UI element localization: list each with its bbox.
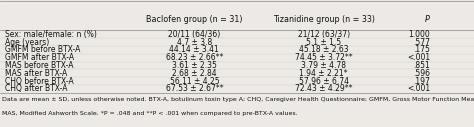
Text: 67.53 ± 2.67**: 67.53 ± 2.67** — [165, 84, 223, 93]
Text: CHQ before BTX-A: CHQ before BTX-A — [5, 77, 73, 86]
Text: Age (years): Age (years) — [5, 38, 49, 47]
Text: 44.14 ± 3.41: 44.14 ± 3.41 — [170, 45, 219, 54]
Text: P: P — [425, 15, 430, 24]
Text: Data are mean ± SD, unless otherwise noted. BTX-A, botulinum toxin type A; CHQ, : Data are mean ± SD, unless otherwise not… — [2, 97, 474, 101]
Text: 3.61 ± 2.35: 3.61 ± 2.35 — [172, 61, 217, 70]
Text: .851: .851 — [413, 61, 430, 70]
Text: MAS, Modified Ashworth Scale. *P = .048 and **P < .001 when compared to pre-BTX-: MAS, Modified Ashworth Scale. *P = .048 … — [2, 111, 298, 116]
Text: MAS after BTX-A: MAS after BTX-A — [5, 69, 67, 78]
Text: .197: .197 — [413, 77, 430, 86]
Text: 4.7 ± 3.8: 4.7 ± 3.8 — [177, 38, 212, 47]
Text: 68.23 ± 2.66**: 68.23 ± 2.66** — [165, 53, 223, 62]
Text: 1.94 ± 2.21*: 1.94 ± 2.21* — [300, 69, 348, 78]
Text: 57.96 ± 6.74: 57.96 ± 6.74 — [299, 77, 349, 86]
Text: 2.68 ± 2.84: 2.68 ± 2.84 — [172, 69, 217, 78]
Text: GMFM after BTX-A: GMFM after BTX-A — [5, 53, 74, 62]
Text: .175: .175 — [413, 45, 430, 54]
Text: 1.000: 1.000 — [408, 30, 430, 39]
Text: 20/11 (64/36): 20/11 (64/36) — [168, 30, 220, 39]
Text: 21/12 (63/37): 21/12 (63/37) — [298, 30, 350, 39]
Text: Baclofen group (n = 31): Baclofen group (n = 31) — [146, 15, 243, 24]
Text: 45.18 ± 2.63: 45.18 ± 2.63 — [299, 45, 348, 54]
Text: Tizanidine group (n = 33): Tizanidine group (n = 33) — [273, 15, 375, 24]
Text: Sex: male/female: n (%): Sex: male/female: n (%) — [5, 30, 97, 39]
Text: .596: .596 — [413, 69, 430, 78]
Text: .577: .577 — [413, 38, 430, 47]
Text: GMFM before BTX-A: GMFM before BTX-A — [5, 45, 80, 54]
Text: MAS before BTX-A: MAS before BTX-A — [5, 61, 73, 70]
Text: <.001: <.001 — [407, 53, 430, 62]
Text: CHQ after BTX-A: CHQ after BTX-A — [5, 84, 67, 93]
Text: 3.79 ± 4.78: 3.79 ± 4.78 — [301, 61, 346, 70]
Text: 5.1 ± 1.5: 5.1 ± 1.5 — [306, 38, 341, 47]
Text: 72.43 ± 4.29**: 72.43 ± 4.29** — [295, 84, 353, 93]
Text: <.001: <.001 — [407, 84, 430, 93]
Text: 74.45 ± 3.72**: 74.45 ± 3.72** — [295, 53, 353, 62]
Text: 56.11 ± 4.25: 56.11 ± 4.25 — [170, 77, 219, 86]
